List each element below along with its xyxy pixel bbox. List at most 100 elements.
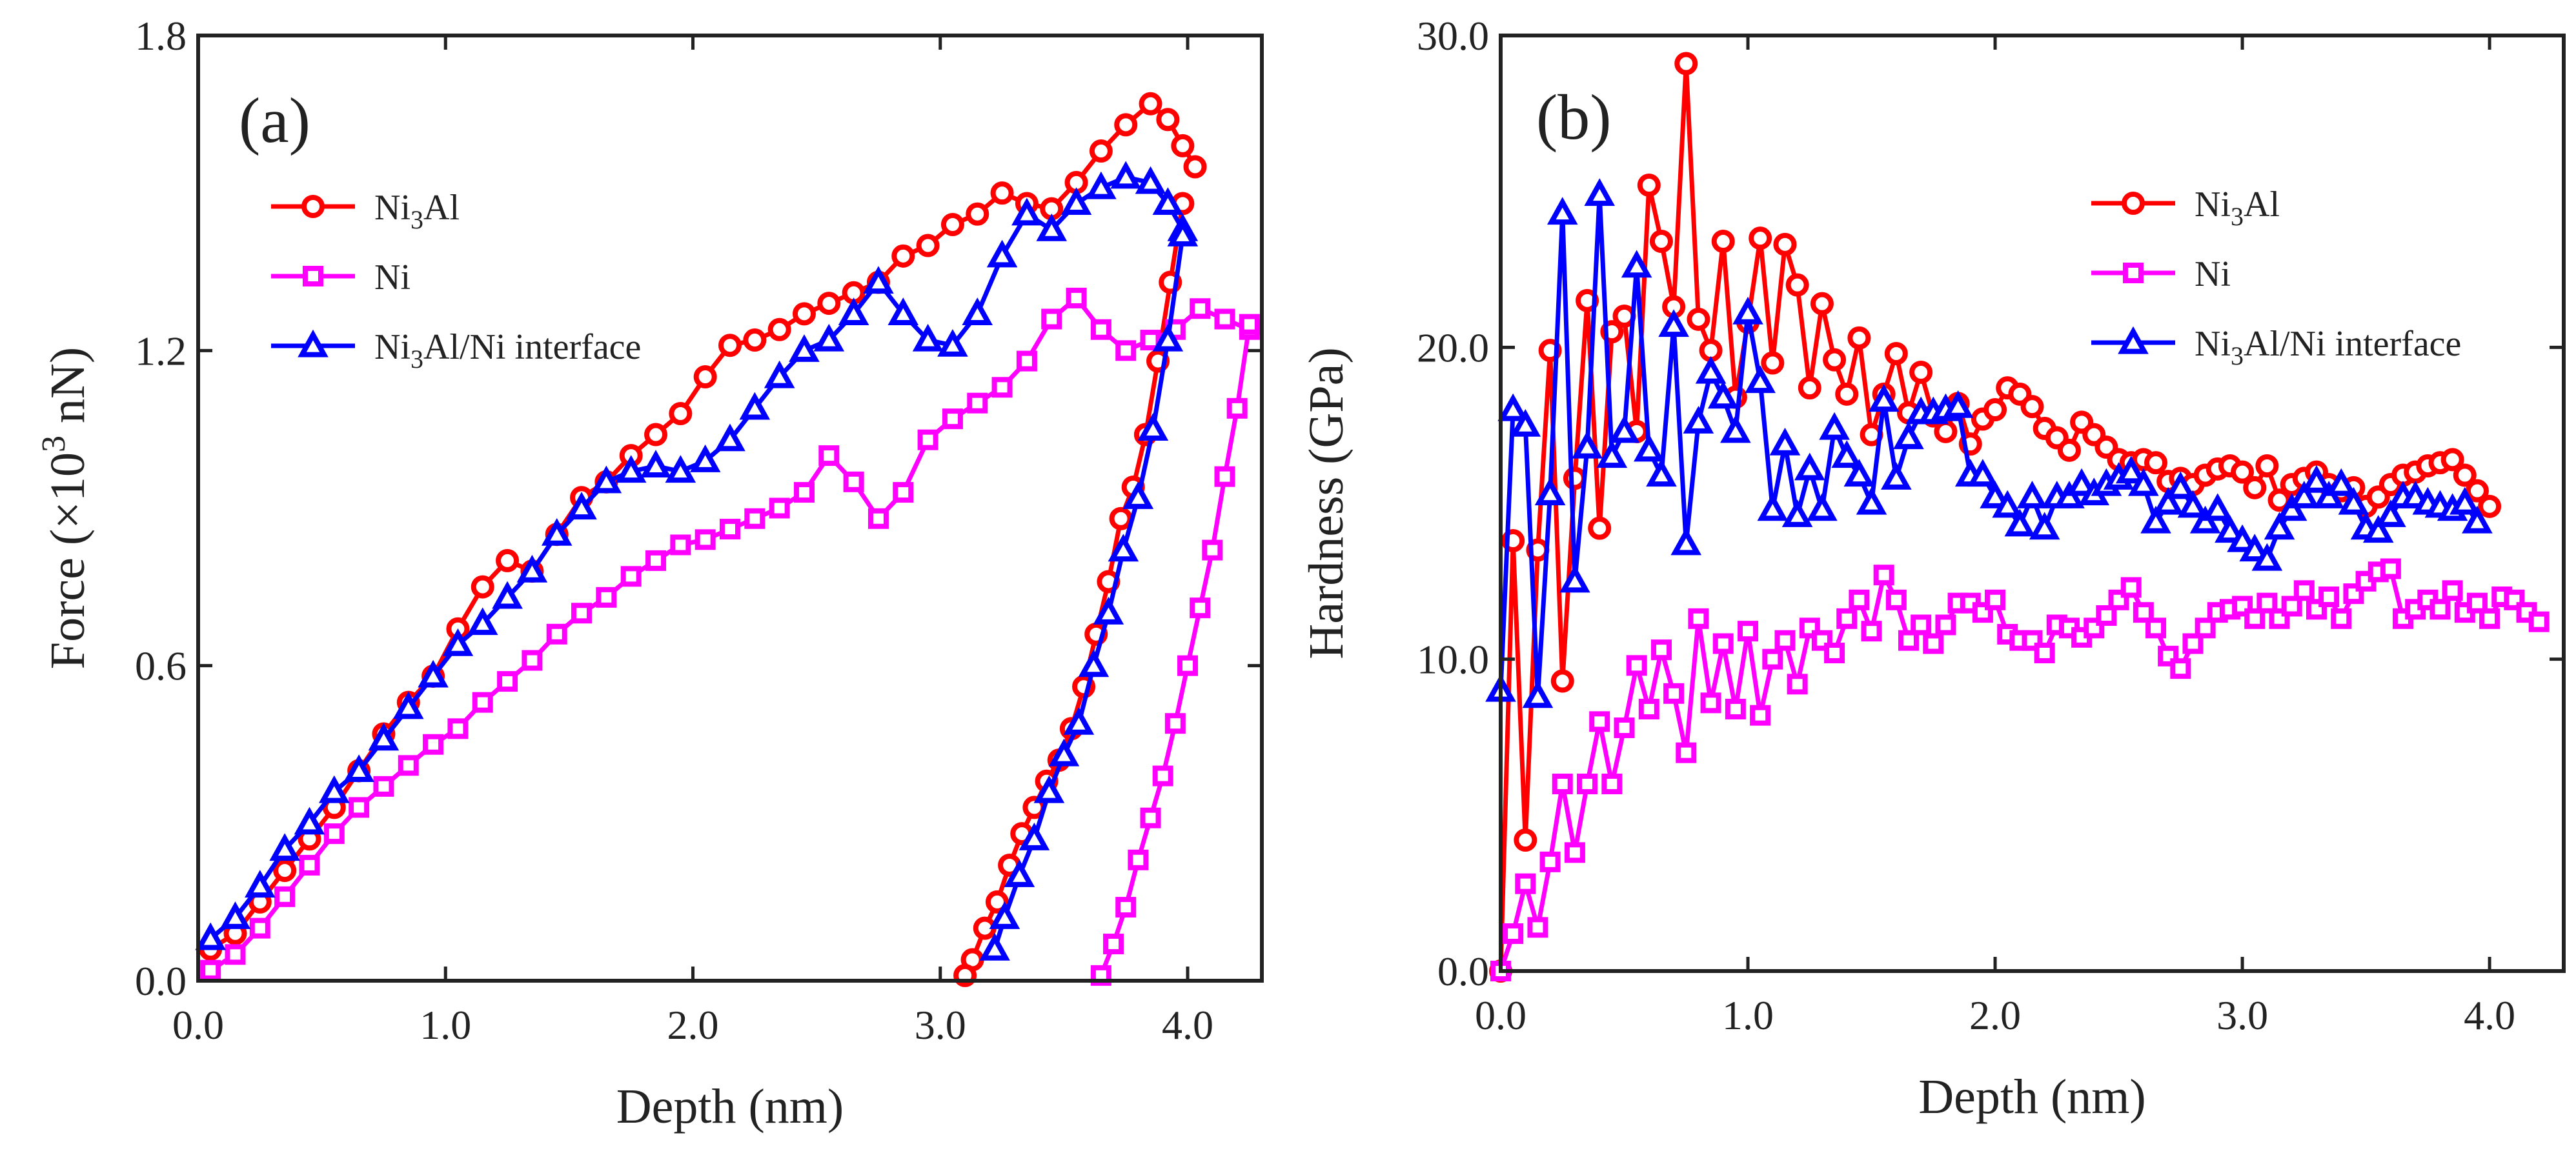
data-point-0-2 bbox=[615, 455, 647, 483]
data-point-1-2 bbox=[2029, 512, 2060, 540]
y-tick-label: 1.8 bbox=[135, 13, 187, 59]
data-point-0-1 bbox=[769, 497, 790, 519]
data-point-0-1 bbox=[1016, 350, 1037, 372]
data-point-0-2 bbox=[887, 297, 919, 325]
data-point-0-2 bbox=[219, 901, 251, 929]
data-point-1-1 bbox=[1564, 842, 1585, 863]
data-point-1-1 bbox=[1762, 648, 1783, 670]
data-point-0-0 bbox=[669, 402, 693, 425]
data-point-1-0 bbox=[2440, 448, 2464, 472]
data-point-1-2 bbox=[2449, 486, 2480, 515]
data-point-0-1 bbox=[522, 650, 543, 671]
data-point-0-2 bbox=[591, 465, 622, 494]
data-point-0-2 bbox=[368, 723, 400, 751]
data-point-0-2 bbox=[962, 297, 993, 325]
data-point-1-2 bbox=[1757, 493, 1789, 521]
data-point-0-1 bbox=[967, 392, 988, 414]
data-point-1-2 bbox=[1646, 459, 1677, 487]
data-point-0-1 bbox=[1115, 897, 1137, 918]
data-point-1-1 bbox=[1787, 674, 1808, 695]
data-point-1-1 bbox=[2034, 643, 2055, 663]
data-point-1-1 bbox=[1849, 589, 1870, 610]
data-point-0-0 bbox=[1156, 108, 1180, 132]
data-point-1-1 bbox=[1725, 699, 1746, 719]
data-point-1-0 bbox=[2231, 460, 2255, 484]
data-point-1-0 bbox=[1835, 382, 1859, 406]
data-point-0-2 bbox=[912, 323, 944, 352]
data-point-0-2 bbox=[1135, 166, 1166, 194]
data-point-1-2 bbox=[2189, 505, 2221, 534]
data-point-0-1 bbox=[1115, 340, 1137, 361]
data-point-0-2 bbox=[715, 423, 745, 452]
panel-label-0: (a) bbox=[239, 85, 310, 156]
data-point-0-1 bbox=[1214, 308, 1235, 330]
x-tick-label: 2.0 bbox=[1969, 992, 2021, 1038]
data-point-0-1 bbox=[1226, 397, 1248, 419]
data-point-1-0 bbox=[1588, 516, 1612, 540]
data-point-1-2 bbox=[2177, 490, 2209, 518]
data-point-1-2 bbox=[1522, 680, 1554, 708]
y-tick-label: 0.0 bbox=[135, 958, 187, 1004]
data-point-1-1 bbox=[2096, 605, 2117, 626]
data-point-0-1 bbox=[620, 566, 642, 587]
data-point-1-1 bbox=[1527, 917, 1548, 938]
data-point-1-1 bbox=[2442, 580, 2463, 601]
data-point-0-0 bbox=[1171, 134, 1195, 157]
data-point-1-1 bbox=[1885, 589, 1907, 610]
data-point-1-1 bbox=[1601, 774, 1623, 794]
x-tick-label: 3.0 bbox=[915, 1002, 966, 1048]
data-point-1-2 bbox=[1670, 527, 1702, 556]
data-point-0-0 bbox=[990, 181, 1014, 205]
data-point-0-2 bbox=[764, 360, 795, 388]
data-point-1-0 bbox=[2144, 451, 2168, 475]
data-point-1-0 bbox=[2057, 438, 2081, 462]
data-point-1-1 bbox=[2504, 589, 2525, 610]
data-point-1-2 bbox=[2264, 512, 2295, 540]
data-point-1-1 bbox=[2170, 658, 2191, 679]
data-point-1-1 bbox=[1861, 621, 1882, 642]
data-point-1-1 bbox=[2120, 577, 2142, 598]
x-tick-label: 4.0 bbox=[2464, 992, 2515, 1038]
data-point-0-0 bbox=[644, 423, 668, 446]
data-point-1-1 bbox=[2145, 617, 2167, 639]
data-point-1-1 bbox=[2343, 583, 2364, 605]
data-point-0-2 bbox=[1063, 707, 1095, 735]
data-point-0-1 bbox=[843, 471, 864, 492]
data-point-1-0 bbox=[1823, 348, 1847, 372]
data-point-1-1 bbox=[1503, 923, 1524, 944]
data-point-0-1 bbox=[942, 408, 963, 430]
data-point-1-2 bbox=[2338, 486, 2369, 515]
y-tick-label: 20.0 bbox=[1417, 325, 1489, 370]
data-point-1-2 bbox=[1683, 406, 1714, 434]
data-point-1-2 bbox=[1510, 408, 1541, 437]
data-point-1-1 bbox=[2466, 592, 2488, 614]
data-point-1-2 bbox=[2054, 481, 2085, 508]
data-point-1-1 bbox=[1774, 630, 1796, 651]
data-point-1-1 bbox=[1650, 639, 1672, 661]
data-point-1-0 bbox=[1749, 226, 1772, 250]
data-point-0-1 bbox=[720, 519, 740, 540]
data-point-0-1 bbox=[1041, 308, 1062, 330]
data-point-1-2 bbox=[2276, 493, 2307, 521]
data-point-0-2 bbox=[1019, 823, 1050, 850]
data-point-0-0 bbox=[1139, 92, 1162, 115]
data-point-0-2 bbox=[1086, 171, 1117, 199]
data-point-0-2 bbox=[269, 833, 300, 861]
data-point-0-1 bbox=[1190, 298, 1211, 319]
data-point-0-0 bbox=[940, 213, 964, 236]
data-point-0-1 bbox=[818, 445, 840, 466]
data-point-1-1 bbox=[1836, 608, 1858, 629]
data-point-1-0 bbox=[2020, 395, 2044, 419]
data-point-1-1 bbox=[1935, 614, 1956, 636]
data-point-1-2 bbox=[1868, 384, 1900, 412]
data-point-0-2 bbox=[195, 922, 226, 950]
legend-marker-1-1 bbox=[2123, 263, 2144, 283]
data-point-1-1 bbox=[1911, 614, 1932, 636]
x-tick-label: 1.0 bbox=[420, 1002, 471, 1048]
plot-frame-1 bbox=[1499, 34, 2566, 973]
data-point-0-2 bbox=[789, 334, 820, 362]
data-point-1-2 bbox=[1769, 427, 1801, 456]
data-point-1-0 bbox=[1711, 230, 1735, 253]
data-point-0-2 bbox=[1152, 187, 1184, 216]
data-point-1-1 bbox=[2479, 608, 2500, 629]
